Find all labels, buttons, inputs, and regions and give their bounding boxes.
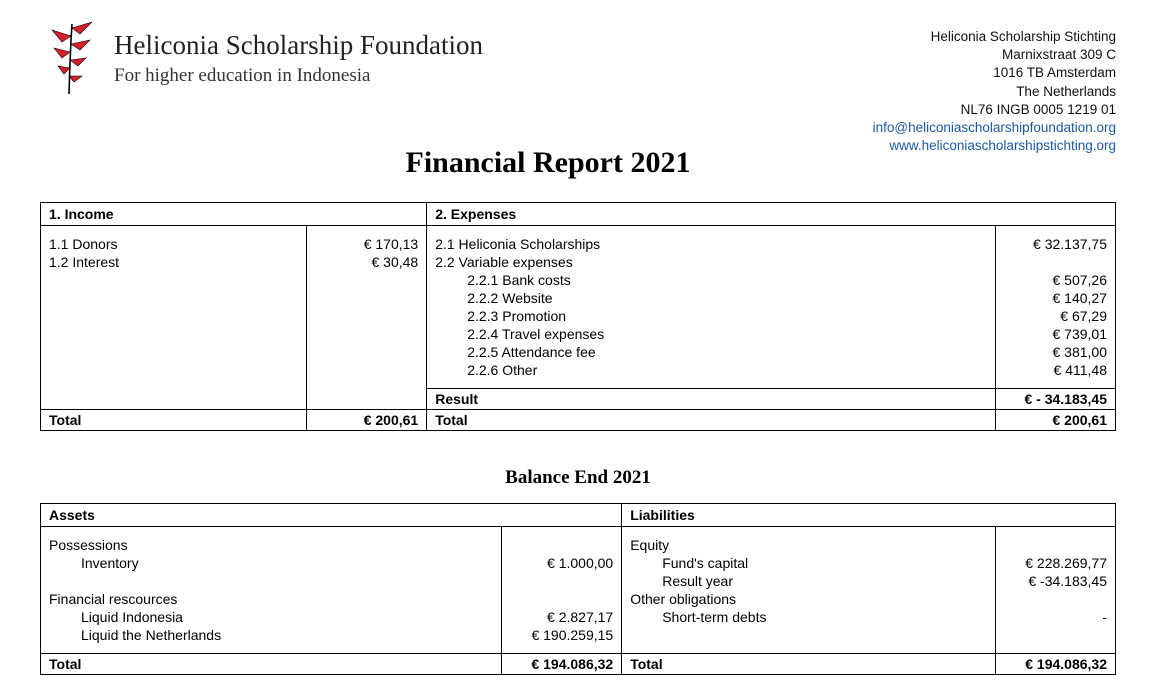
total-income-amount: € 200,61 <box>307 409 427 430</box>
row-amount: € 170,13 <box>307 225 427 253</box>
row-label: Possessions <box>41 526 502 554</box>
row-label: 2.2 Variable expenses <box>427 253 996 271</box>
row-amount: € 411,48 <box>996 361 1116 389</box>
row-amount: € 30,48 <box>307 253 427 271</box>
contact-line: The Netherlands <box>873 83 1116 101</box>
heliconia-logo-icon <box>40 20 100 100</box>
page-header: Heliconia Scholarship Foundation For hig… <box>40 20 1116 156</box>
total-expense-amount: € 200,61 <box>996 409 1116 430</box>
row-label: 2.2.2 Website <box>427 289 996 307</box>
row-amount: € 507,26 <box>996 271 1116 289</box>
row-label: 2.2.1 Bank costs <box>427 271 996 289</box>
row-amount <box>996 253 1116 271</box>
row-amount: € 381,00 <box>996 343 1116 361</box>
row-label: Fund's capital <box>622 554 996 572</box>
title-block: Heliconia Scholarship Foundation For hig… <box>114 20 859 87</box>
row-amount: € 2.827,17 <box>502 608 622 626</box>
contact-line: NL76 INGB 0005 1219 01 <box>873 101 1116 119</box>
org-name: Heliconia Scholarship Foundation <box>114 30 859 61</box>
row-label: 2.2.4 Travel expenses <box>427 325 996 343</box>
result-label: Result <box>427 388 996 409</box>
row-label: 2.2.6 Other <box>427 361 996 389</box>
total-liab-amount: € 194.086,32 <box>996 653 1116 674</box>
row-label: Liquid the Netherlands <box>41 626 502 654</box>
total-label: Total <box>622 653 996 674</box>
col-header-income: 1. Income <box>41 202 427 225</box>
row-label: 2.2.3 Promotion <box>427 307 996 325</box>
row-amount: € 1.000,00 <box>502 554 622 572</box>
row-amount: € 228.269,77 <box>996 554 1116 572</box>
row-label: 1.2 Interest <box>41 253 307 271</box>
row-label: Financial rescources <box>41 590 502 608</box>
contact-line: 1016 TB Amsterdam <box>873 64 1116 82</box>
row-amount: € 32.137,75 <box>996 225 1116 253</box>
col-header-expense: 2. Expenses <box>427 202 1116 225</box>
col-header-liab: Liabilities <box>622 503 1116 526</box>
contact-block: Heliconia Scholarship Stichting Marnixst… <box>873 20 1116 156</box>
row-amount: € 67,29 <box>996 307 1116 325</box>
row-amount: - <box>996 608 1116 626</box>
contact-line: Heliconia Scholarship Stichting <box>873 28 1116 46</box>
total-label: Total <box>41 653 502 674</box>
result-amount: € - 34.183,45 <box>996 388 1116 409</box>
total-assets-amount: € 194.086,32 <box>502 653 622 674</box>
row-label: 1.1 Donors <box>41 225 307 253</box>
row-amount: € -34.183,45 <box>996 572 1116 590</box>
org-tagline: For higher education in Indonesia <box>114 65 859 87</box>
contact-web-link[interactable]: www.heliconiascholarshipstichting.org <box>889 138 1116 153</box>
row-label: 2.1 Heliconia Scholarships <box>427 225 996 253</box>
balance-title: Balance End 2021 <box>40 467 1116 489</box>
row-label: Equity <box>622 526 996 554</box>
row-amount: € 190.259,15 <box>502 626 622 654</box>
balance-table: Assets Liabilities Possessions Equity In… <box>40 503 1116 675</box>
row-amount: € 140,27 <box>996 289 1116 307</box>
row-amount: € 739,01 <box>996 325 1116 343</box>
row-label: Short-term debts <box>622 608 996 626</box>
row-label: 2.2.5 Attendance fee <box>427 343 996 361</box>
col-header-assets: Assets <box>41 503 622 526</box>
total-label: Total <box>41 409 307 430</box>
total-label: Total <box>427 409 996 430</box>
income-expense-table: 1. Income 2. Expenses 1.1 Donors € 170,1… <box>40 202 1116 431</box>
contact-email-link[interactable]: info@heliconiascholarshipfoundation.org <box>873 120 1116 135</box>
contact-line: Marnixstraat 309 C <box>873 46 1116 64</box>
row-label: Result year <box>622 572 996 590</box>
row-label: Liquid Indonesia <box>41 608 502 626</box>
row-label: Other obligations <box>622 590 996 608</box>
row-label: Inventory <box>41 554 502 572</box>
